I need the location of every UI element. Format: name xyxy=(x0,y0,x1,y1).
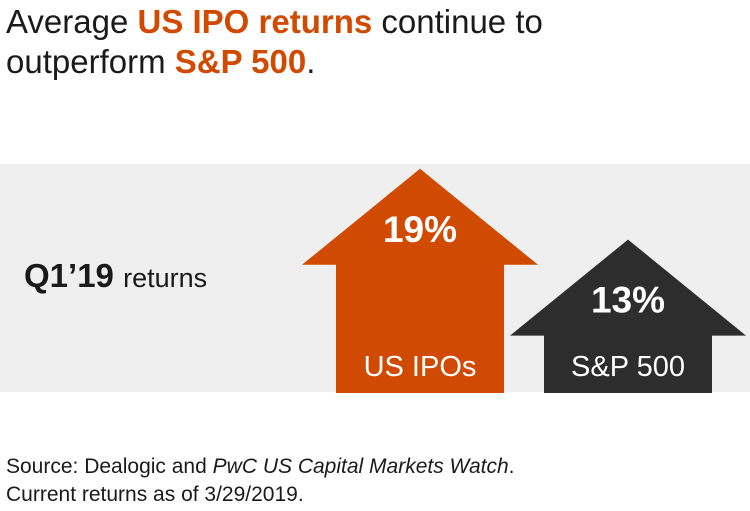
value-label-1: 19% xyxy=(383,209,457,250)
source-publication: PwC US Capital Markets Watch xyxy=(212,455,509,478)
title-text-1: Average xyxy=(6,3,138,40)
period-returns-label: returns xyxy=(123,263,208,293)
title-text-2: continue to xyxy=(372,3,543,40)
arrow-bar-1 xyxy=(302,168,538,393)
source-text: Source: Dealogic and xyxy=(6,455,213,478)
period-quarter: Q1’19 xyxy=(24,257,114,294)
chart-title: Average US IPO returns continue to outper… xyxy=(6,2,543,82)
title-highlight-us-ipo: US IPO returns xyxy=(137,3,373,40)
title-text-3: outperform xyxy=(6,43,175,80)
category-label-1: US IPOs xyxy=(364,351,477,383)
source-note: Source: Dealogic and PwC US Capital Mark… xyxy=(6,453,515,509)
title-text-4: . xyxy=(306,43,316,80)
arrow-marks: 19% US IPOs 13% S&P 500 xyxy=(302,168,746,393)
category-label-2: S&P 500 xyxy=(571,351,685,383)
source-date-note: Current returns as of 3/29/2019. xyxy=(6,483,304,506)
arrow-bar-2 xyxy=(510,239,746,393)
value-label-2: 13% xyxy=(591,280,665,321)
title-highlight-sp500: S&P 500 xyxy=(174,43,307,80)
period-label: Q1’19 returns xyxy=(24,256,207,298)
source-period: . xyxy=(508,455,515,478)
